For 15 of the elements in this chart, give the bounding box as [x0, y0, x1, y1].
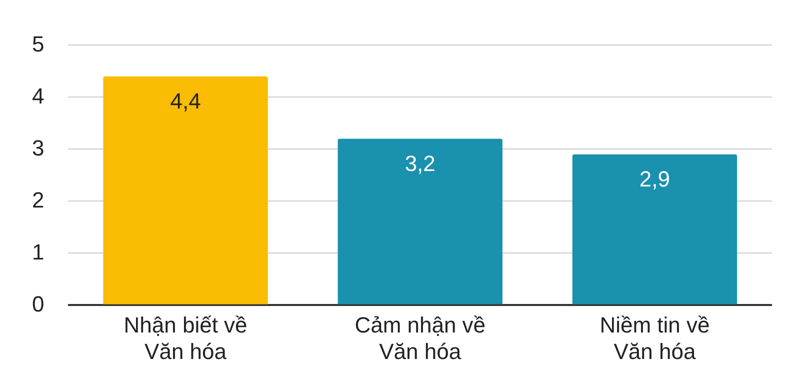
- x-tick-label: Cảm nhận về Văn hóa: [354, 312, 486, 364]
- bar: [572, 154, 738, 304]
- data-label: 3,2: [404, 150, 436, 176]
- y-tick-label: 4: [32, 83, 44, 108]
- y-tick-label: 2: [32, 187, 44, 212]
- y-tick-label: 0: [32, 291, 44, 316]
- x-tick-label: Nhận biết về Văn hóa: [124, 312, 248, 364]
- data-label: 4,4: [170, 88, 201, 114]
- bar: [103, 76, 268, 304]
- y-tick-label: 5: [32, 31, 44, 56]
- data-label: 2,9: [639, 166, 670, 192]
- y-tick-label: 1: [32, 239, 44, 264]
- y-tick-label: 3: [32, 135, 44, 160]
- x-tick-label: Niềm tin về Văn hóa: [600, 312, 710, 364]
- bar: [338, 138, 502, 304]
